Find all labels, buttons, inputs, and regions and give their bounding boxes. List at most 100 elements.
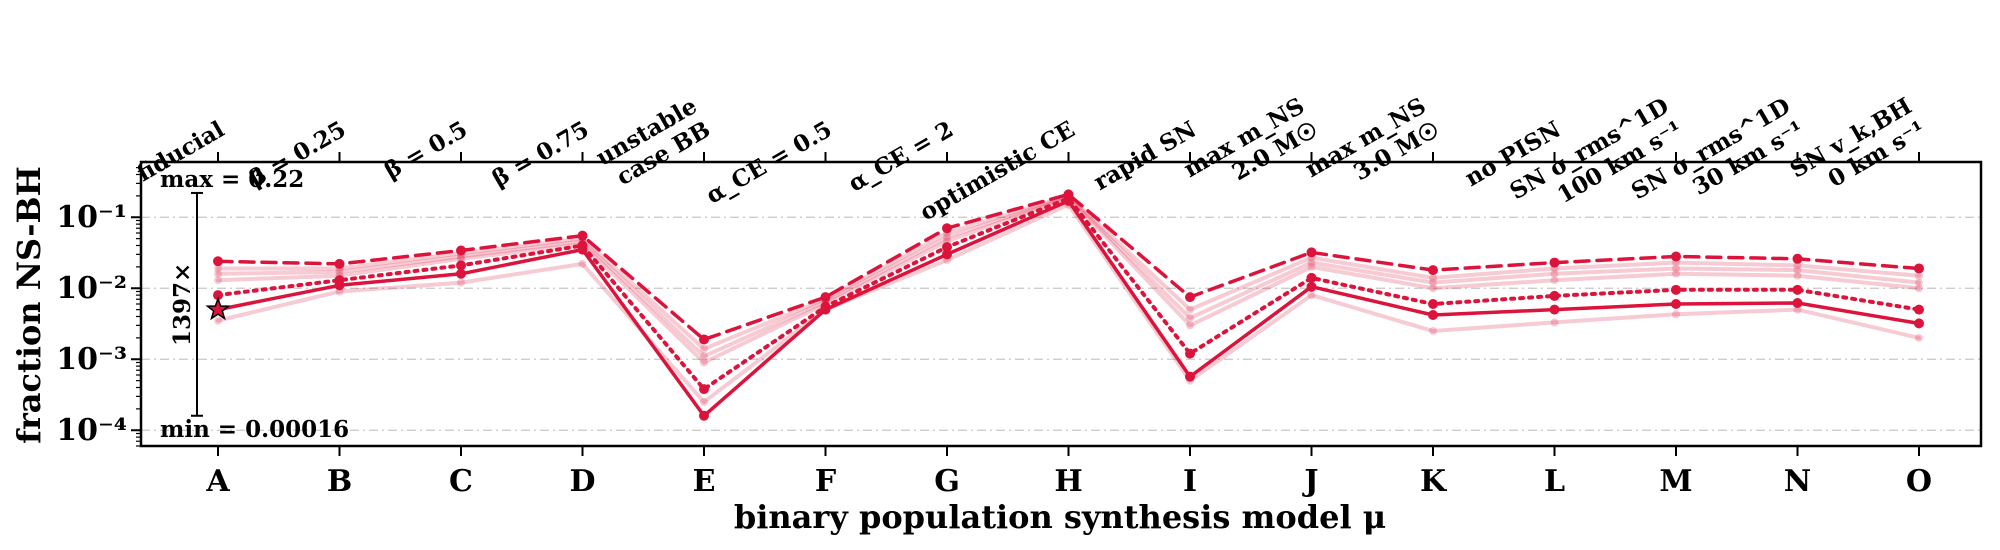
data-point (214, 264, 222, 273)
data-point (1671, 251, 1681, 262)
y-axis-label: fraction NS-BH (10, 166, 48, 444)
data-point (1063, 195, 1074, 206)
data-point (1915, 278, 1923, 287)
data-point (214, 269, 222, 278)
data-point (1549, 304, 1560, 315)
data-point (700, 352, 708, 361)
data-point (820, 292, 831, 303)
x-tick-label-g: G (934, 464, 960, 499)
x-tick-label-i: I (1183, 464, 1197, 499)
data-point (456, 245, 466, 256)
data-point (1671, 299, 1681, 309)
x-tick-label-c: C (449, 464, 473, 499)
data-point (577, 244, 588, 255)
top-label-line: β = 0.5 (380, 116, 472, 185)
x-tick-label-o: O (1906, 464, 1932, 499)
data-point (456, 268, 466, 279)
top-label-line: α_CE = 2 (844, 116, 958, 198)
data-point (578, 259, 587, 268)
top-label-o: SN v_k,BH0 km s⁻¹ (1786, 92, 1930, 192)
top-label-g: α_CE = 2 (844, 116, 958, 198)
data-point (457, 254, 465, 263)
data-point (1185, 292, 1195, 303)
data-point (1428, 309, 1438, 320)
data-point (1550, 276, 1559, 285)
data-point (1186, 314, 1194, 323)
data-point (456, 260, 466, 271)
data-point (1914, 318, 1924, 329)
x-tick-label-f: F (815, 464, 836, 499)
data-point (213, 290, 223, 301)
data-point (1549, 290, 1560, 301)
data-point (457, 278, 465, 287)
data-point (1428, 265, 1438, 276)
top-label-c: β = 0.5 (380, 116, 472, 185)
x-tick-label-d: D (569, 464, 595, 499)
data-point (942, 249, 952, 260)
data-point (1915, 333, 1923, 342)
data-point (943, 233, 951, 242)
top-label-d: β = 0.75 (488, 116, 594, 193)
data-point (577, 230, 588, 241)
data-point (699, 334, 709, 345)
x-tick-label-m: M (1659, 464, 1692, 499)
data-point (1549, 257, 1560, 268)
data-point (1306, 281, 1317, 292)
data-point (1306, 272, 1317, 283)
data-point (214, 316, 222, 325)
x-tick-label-a: A (205, 464, 230, 499)
data-point (1672, 310, 1680, 319)
x-tick-label-n: N (1784, 464, 1811, 499)
top-label-line: β = 0.75 (488, 116, 594, 193)
data-point (1428, 299, 1438, 309)
data-point (1793, 271, 1802, 280)
data-point (1186, 305, 1194, 314)
x-tick-label-j: J (1301, 464, 1318, 499)
top-label-k: max m_NS3.0 M☉ (1301, 92, 1444, 186)
y-tick-label: 10⁻³ (56, 342, 127, 377)
data-point (1793, 305, 1802, 314)
data-point (1915, 284, 1923, 293)
data-point (820, 304, 831, 315)
star-marker (205, 296, 231, 321)
data-point (700, 397, 708, 406)
data-point (1672, 264, 1680, 273)
data-point (1306, 247, 1317, 258)
data-point (1793, 261, 1802, 270)
data-point (334, 258, 345, 269)
x-tick-label-k: K (1420, 464, 1447, 499)
series-line-2 (216, 194, 1921, 359)
data-point (1307, 258, 1316, 267)
data-point (1914, 304, 1924, 315)
data-point (1671, 284, 1681, 295)
annotation-layer: max = 0.22 min = 0.00016 1397× (160, 166, 349, 443)
data-point (1914, 263, 1924, 274)
x-axis-label: binary population synthesis model μ (734, 498, 1386, 536)
data-point (942, 242, 952, 253)
data-point (1672, 269, 1680, 278)
min-label: min = 0.00016 (160, 416, 349, 443)
x-tick-label-e: E (693, 464, 716, 499)
data-point (700, 358, 708, 367)
data-point (1429, 326, 1437, 335)
data-point (335, 267, 344, 276)
data-point (1792, 284, 1803, 295)
data-point (1792, 297, 1803, 308)
data-point (700, 344, 708, 353)
data-point (1185, 348, 1195, 359)
data-point (699, 410, 709, 421)
y-axis: 10⁻¹ 10⁻² 10⁻³ 10⁻⁴ (56, 167, 141, 448)
data-point (1185, 371, 1195, 382)
data-point (1793, 266, 1802, 275)
data-point (334, 280, 345, 291)
x-tick-label-l: L (1544, 464, 1565, 499)
series-line-0 (216, 192, 1921, 342)
series-layer (213, 189, 1924, 421)
data-point (1429, 284, 1437, 293)
data-point (1429, 273, 1437, 282)
top-label-j: max m_NS2.0 M☉ (1179, 92, 1322, 186)
series-line-6 (216, 199, 1921, 418)
